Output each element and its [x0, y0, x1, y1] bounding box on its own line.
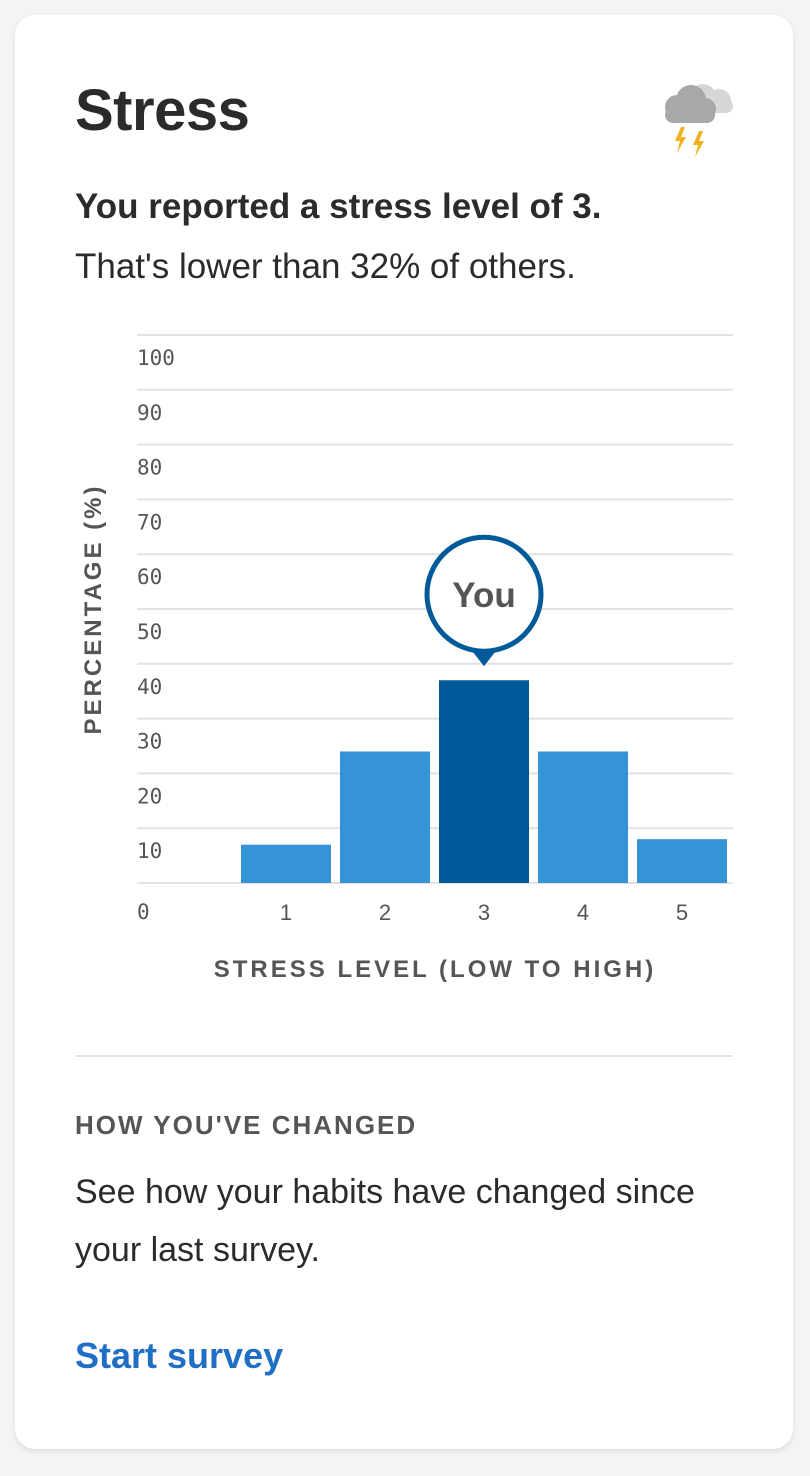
y-tick-label: 30 — [137, 730, 162, 754]
stress-headline: You reported a stress level of 3. — [75, 187, 602, 226]
stress-card: Stress You reported a stress level of 3.… — [15, 15, 793, 1449]
y-tick-label: 90 — [137, 401, 162, 425]
y-tick-label: 40 — [137, 675, 162, 699]
start-survey-link[interactable]: Start survey — [75, 1335, 284, 1376]
y-tick-label: 10 — [137, 839, 162, 863]
y-tick-label: 0 — [137, 900, 150, 924]
x-tick-label: 3 — [478, 900, 490, 925]
y-tick-label: 20 — [137, 784, 162, 808]
x-tick-label: 5 — [676, 900, 688, 925]
bar-level-4 — [538, 751, 628, 883]
bar-level-1 — [241, 844, 331, 883]
y-tick-label: 70 — [137, 510, 162, 534]
storm-cloud-icon — [665, 84, 733, 157]
x-tick-label: 4 — [577, 900, 589, 925]
section-heading: HOW YOU'VE CHANGED — [75, 1110, 418, 1140]
you-marker-pointer — [470, 648, 498, 667]
bar-level-5 — [637, 839, 727, 883]
y-tick-label: 50 — [137, 620, 162, 644]
section-divider — [75, 1055, 733, 1057]
you-marker — [424, 534, 544, 654]
x-tick-label: 2 — [379, 900, 391, 925]
y-axis-label: PERCENTAGE (%) — [80, 484, 107, 735]
x-axis-label: STRESS LEVEL (LOW TO HIGH) — [214, 956, 656, 983]
section-description: See how your habits have changed since y… — [75, 1173, 695, 1269]
you-marker-label: You — [452, 576, 516, 615]
y-tick-label: 80 — [137, 456, 162, 480]
bar-level-2 — [340, 751, 430, 883]
y-tick-label: 100 — [137, 346, 175, 370]
x-tick-label: 1 — [280, 900, 292, 925]
stress-comparison: That's lower than 32% of others. — [75, 247, 576, 286]
y-tick-label: 60 — [137, 565, 162, 589]
bar-level-3 — [439, 680, 529, 883]
card-title: Stress — [75, 78, 250, 143]
